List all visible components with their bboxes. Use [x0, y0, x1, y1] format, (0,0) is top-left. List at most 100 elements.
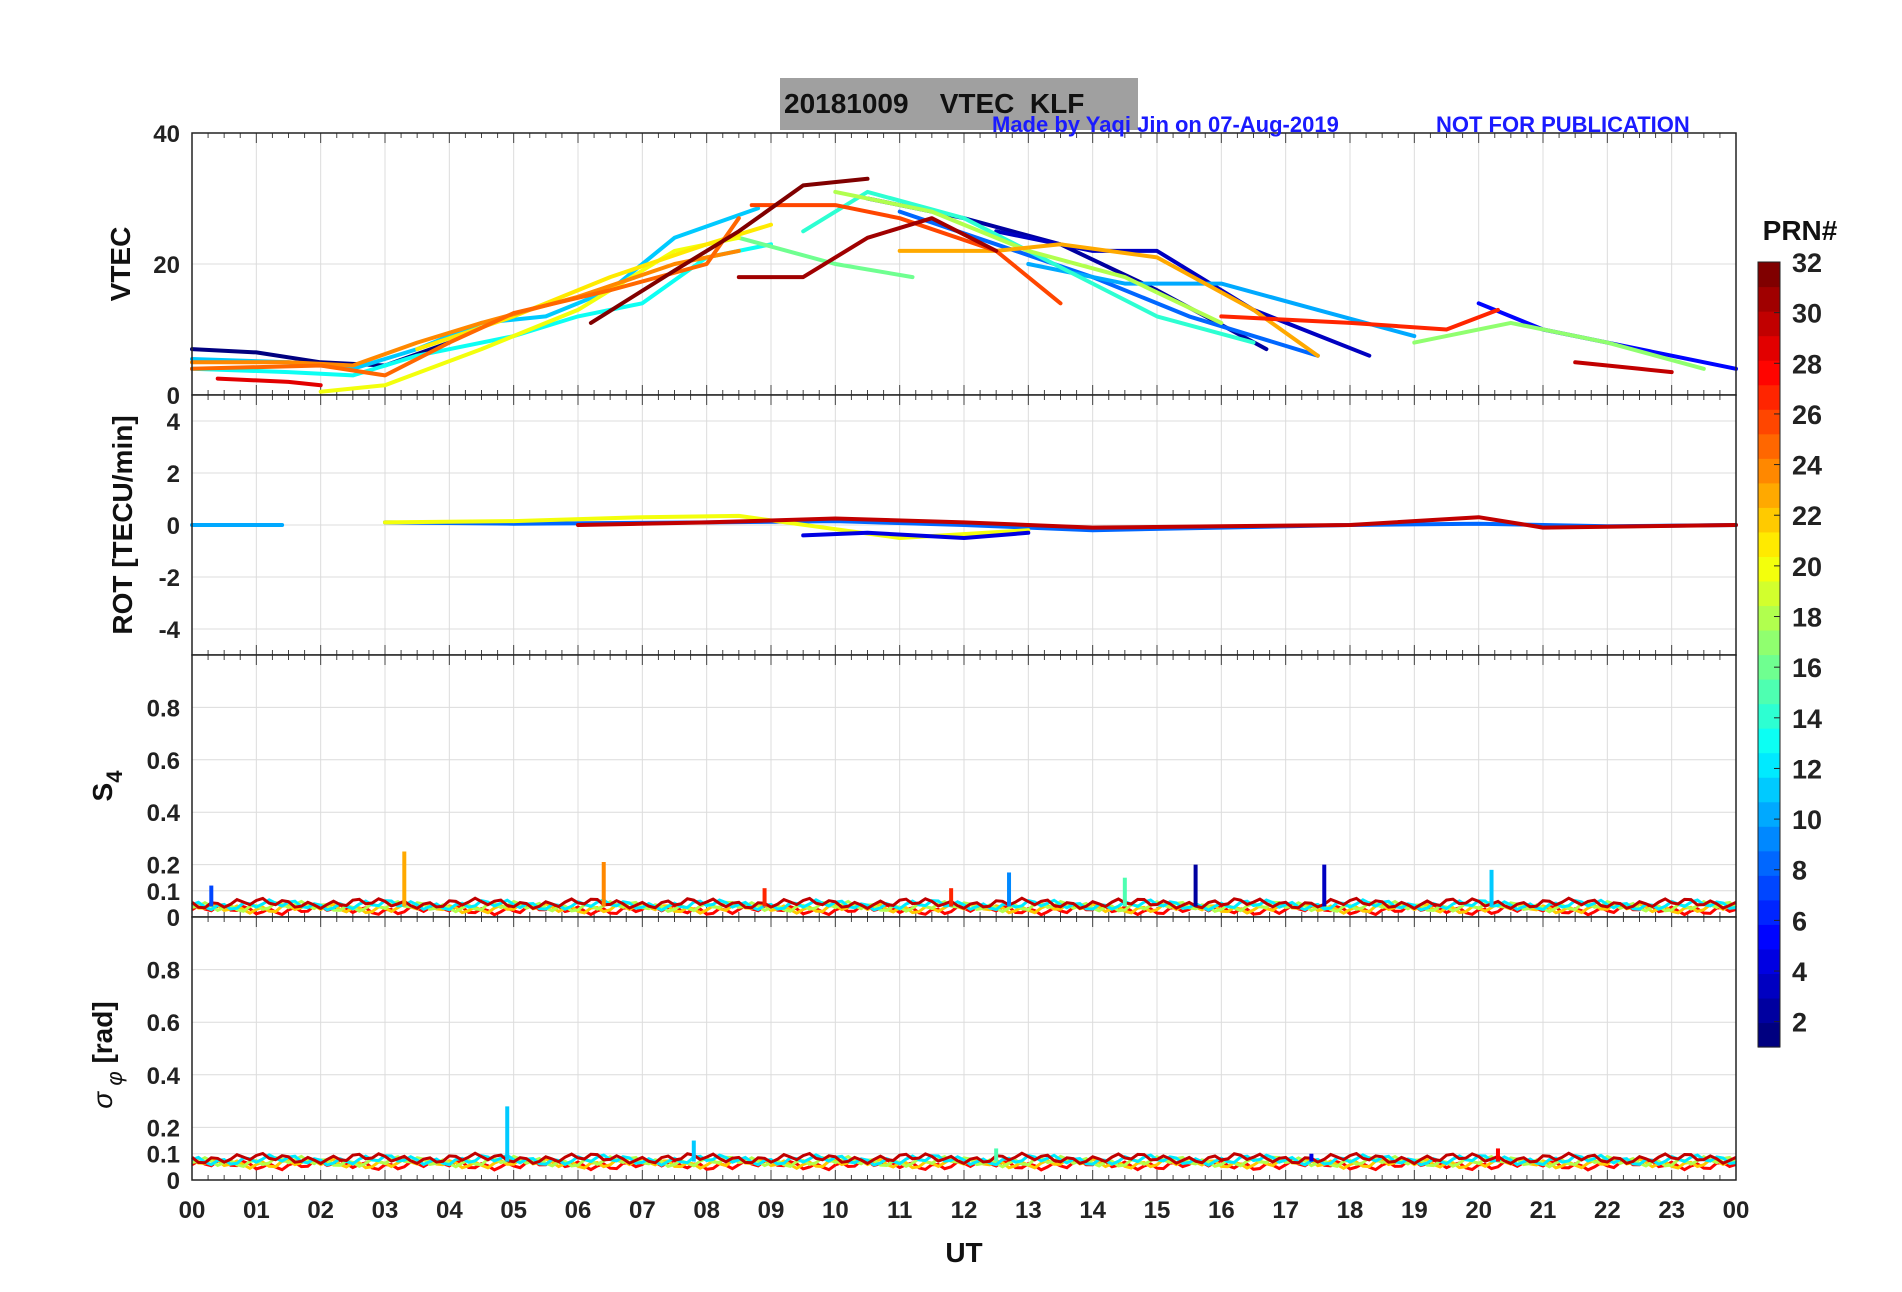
x-tick-label: 12: [951, 1197, 978, 1224]
y-tick-label: -2: [159, 565, 180, 592]
colorbar-swatch: [1758, 482, 1780, 508]
colorbar-swatch: [1758, 433, 1780, 459]
colorbar-swatch: [1758, 997, 1780, 1024]
series-prn-30: [576, 515, 1738, 530]
colorbar-swatch: [1758, 409, 1780, 435]
panel-vtec: 0 20 40: [153, 121, 1738, 410]
x-tick-label: 03: [372, 1197, 399, 1224]
colorbar-tick-label: 18: [1792, 603, 1822, 633]
colorbar-tick-label: 10: [1792, 805, 1822, 835]
colorbar-swatch: [1758, 728, 1780, 754]
y-tick-label: 0.4: [147, 800, 181, 827]
colorbar-swatch: [1758, 286, 1780, 312]
colorbar-swatch: [1758, 311, 1780, 337]
colorbar-swatch: [1758, 875, 1780, 901]
y-tick-label: 0.4: [147, 1063, 181, 1090]
colorbar-tick-label: 30: [1792, 299, 1822, 329]
colorbar-swatch: [1758, 605, 1780, 631]
colorbar-swatch: [1758, 458, 1780, 484]
colorbar-swatch: [1758, 262, 1780, 288]
colorbar-swatch: [1758, 826, 1780, 852]
series-prn-31: [736, 216, 999, 280]
y-tick-label: 0: [167, 1168, 180, 1195]
y-tick-label: 20: [153, 252, 180, 279]
x-tick-label: 00: [1723, 1197, 1750, 1224]
panel-sigma_phi: 00.10.2 0.4 0.6 0.8: [147, 916, 1737, 1195]
panel-s4: 00.10.2 0.4 0.6 0.8: [147, 654, 1737, 932]
x-tick-label: 23: [1658, 1197, 1685, 1224]
colorbar-tick-label: 22: [1792, 501, 1822, 531]
x-tick-label: 00: [179, 1197, 206, 1224]
x-tick-label: 08: [693, 1197, 720, 1224]
x-tick-label: 04: [436, 1197, 463, 1224]
series-prn-25: [190, 216, 741, 378]
colorbar-swatch: [1758, 1022, 1780, 1048]
colorbar-swatch: [1758, 777, 1780, 803]
colorbar-tick-label: 16: [1792, 653, 1822, 683]
colorbar-swatch: [1758, 948, 1780, 975]
colorbar-tick-label: 2: [1792, 1008, 1807, 1038]
x-tick-label: 17: [1272, 1197, 1299, 1224]
baseline-prn-30: [191, 1151, 1737, 1166]
title-banner: [780, 78, 1138, 130]
colorbar-swatch: [1758, 850, 1780, 876]
x-tick-label: 19: [1401, 1197, 1428, 1224]
y-tick-label: 0.2: [147, 853, 180, 880]
sigma-symbol: σ: [87, 1091, 118, 1109]
y-tick-label: 0: [167, 513, 180, 540]
colorbar-swatch: [1758, 556, 1780, 582]
colorbar-swatch: [1758, 899, 1780, 925]
y-tick-label: 2: [167, 461, 180, 488]
y-tick-label: 0: [167, 383, 180, 410]
colorbar-tick-label: 14: [1792, 704, 1822, 734]
credit-text: Made by Yaqi Jin on 07-Aug-2019: [992, 112, 1339, 137]
x-tick-label: 09: [758, 1197, 785, 1224]
series-prn-16: [736, 235, 915, 280]
colorbar-swatch: [1758, 360, 1780, 386]
y-tick-label: 0.8: [147, 958, 180, 985]
colorbar-tick-label: 8: [1792, 856, 1807, 886]
colorbar-swatch: [1758, 507, 1780, 533]
y-tick-label: 40: [153, 121, 180, 148]
colorbar-tick-label: 32: [1792, 248, 1822, 278]
colorbar-tick-label: 6: [1792, 906, 1807, 936]
colorbar-swatch: [1758, 924, 1780, 950]
series-prn-32: [588, 176, 870, 325]
y-tick-label: 0.1: [147, 879, 180, 906]
colorbar-swatch: [1758, 335, 1780, 361]
phi-subscript: φ: [102, 1071, 127, 1091]
y-tick-label: 0.6: [147, 1010, 180, 1037]
x-tick-label: 14: [1079, 1197, 1106, 1224]
x-tick-label: 07: [629, 1197, 656, 1224]
figure-title: 20181009 VTEC KLF: [784, 88, 1085, 119]
y-tick-label: 4: [167, 409, 181, 436]
colorbar-swatch: [1758, 973, 1780, 999]
s4-axis-label-sub: 4: [102, 770, 127, 783]
series-prn-20: [318, 235, 741, 394]
series-prn-24: [190, 248, 741, 368]
s4-axis-label: S4: [87, 770, 127, 802]
colorbar-swatch: [1758, 654, 1780, 680]
s4-axis-label-main: S: [87, 783, 118, 802]
colorbar-swatch: [1758, 703, 1780, 729]
colorbar-tick-label: 28: [1792, 349, 1822, 379]
y-tick-label: -4: [159, 617, 181, 644]
series-prn-4: [801, 530, 1031, 540]
x-axis-label: UT: [945, 1237, 982, 1268]
x-tick-label: 20: [1465, 1197, 1492, 1224]
x-tick-label: 22: [1594, 1197, 1621, 1224]
series-prn-18: [833, 189, 1224, 325]
sigma-phi-axis-label: σ φ [rad]: [87, 1001, 127, 1108]
colorbar-swatch: [1758, 629, 1780, 656]
panel-frame: [191, 916, 1737, 1181]
colorbar-frame: [1757, 261, 1781, 1048]
x-tick-label: 02: [307, 1197, 334, 1224]
x-tick-label: 15: [1144, 1197, 1171, 1224]
colorbar-swatch: [1758, 531, 1780, 557]
series-prn-10: [1026, 262, 1417, 339]
x-tick-label: 18: [1337, 1197, 1364, 1224]
x-tick-label: 16: [1208, 1197, 1235, 1224]
series-prn-27: [1219, 307, 1500, 332]
